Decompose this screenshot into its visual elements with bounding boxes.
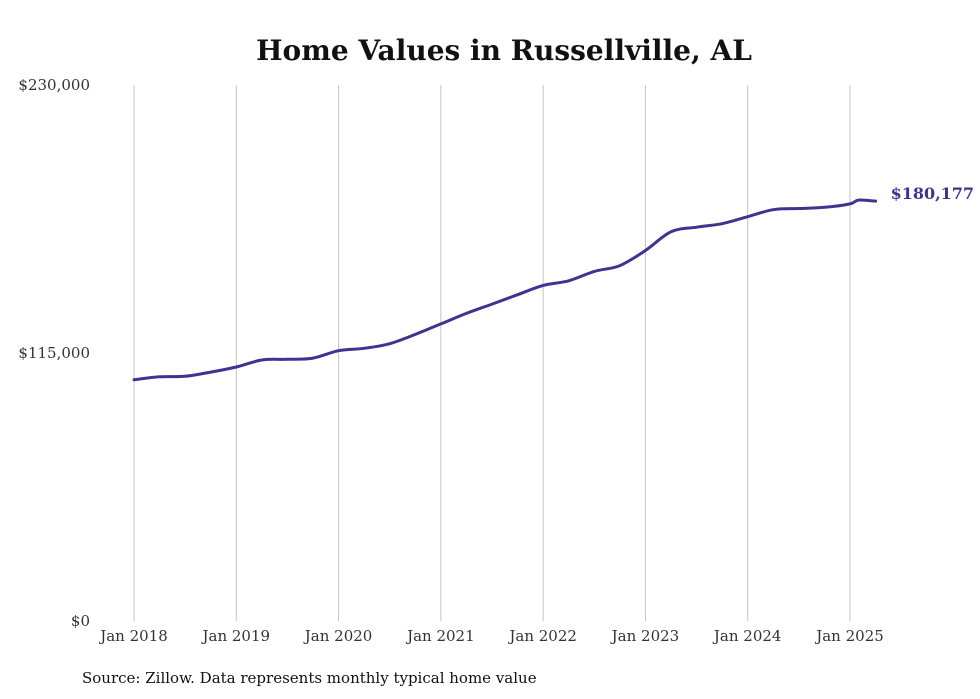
- end-value-label: $180,177: [891, 184, 975, 203]
- x-tick-label: Jan 2021: [405, 627, 475, 645]
- x-tick-label: Jan 2018: [98, 627, 168, 645]
- x-tick-label: Jan 2020: [303, 627, 373, 645]
- y-axis-ticks: $0 $115,000 $230,000: [18, 76, 90, 630]
- series-line-home-value: [132, 198, 878, 382]
- x-tick-label: Jan 2024: [712, 627, 782, 645]
- x-tick-label: Jan 2023: [610, 627, 680, 645]
- y-tick-label: $115,000: [18, 344, 90, 362]
- x-tick-label: Jan 2025: [814, 627, 884, 645]
- y-tick-label: $0: [71, 612, 90, 630]
- y-tick-label: $230,000: [18, 76, 90, 94]
- chart-title: Home Values in Russellville, AL: [256, 34, 752, 67]
- x-axis-ticks: Jan 2018 Jan 2019 Jan 2020 Jan 2021 Jan 2022…: [98, 627, 884, 645]
- x-tick-label: Jan 2019: [201, 627, 271, 645]
- x-tick-label: Jan 2022: [507, 627, 577, 645]
- source-note: Source: Zillow. Data represents monthly …: [82, 669, 537, 687]
- gridlines: [133, 85, 851, 621]
